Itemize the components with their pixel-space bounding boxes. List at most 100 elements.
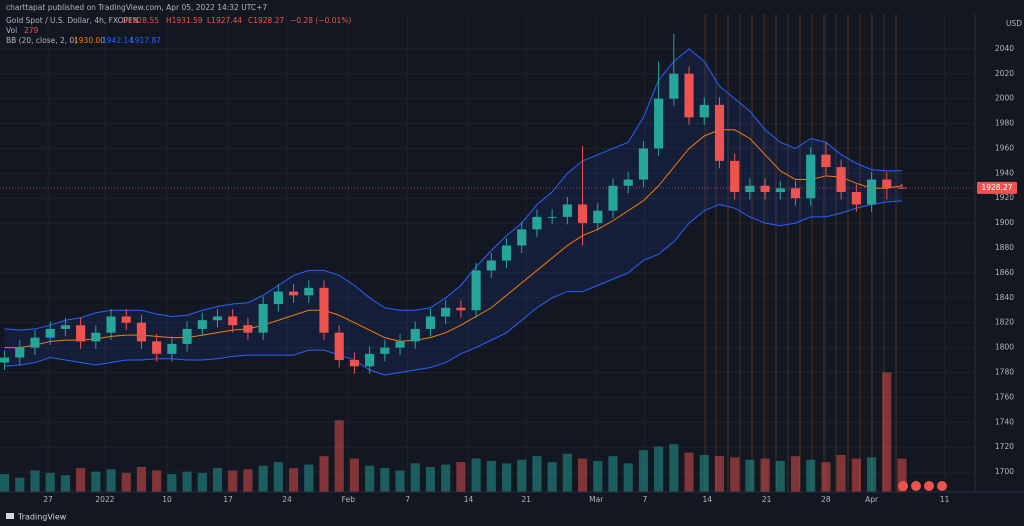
volume-bar (882, 372, 892, 492)
candle-body (152, 341, 162, 354)
volume-bar (182, 471, 192, 492)
volume-bar (897, 458, 907, 492)
volume-bar (136, 466, 147, 492)
candle-body (395, 341, 405, 348)
volume-bar (106, 469, 116, 492)
last-price-label: 1928.27 (981, 183, 1012, 192)
candle-body (136, 322, 147, 342)
candle-body (593, 210, 603, 224)
change-label: −0.28 (−0.01%) (290, 16, 351, 25)
volume-bar (699, 454, 709, 492)
volume-bar (334, 420, 344, 492)
candle-body (273, 291, 283, 305)
candle-body (638, 148, 648, 180)
candle-body (623, 179, 633, 186)
volume-bar (258, 465, 268, 492)
candle-body (547, 216, 557, 218)
candle-body (243, 325, 253, 333)
candle-body (501, 245, 512, 261)
candle-body (91, 332, 101, 342)
candle-body (106, 316, 116, 333)
volume-bar (547, 462, 557, 492)
candle-body (410, 328, 420, 342)
volume-bar (91, 471, 101, 492)
volume-bar (349, 458, 359, 492)
volume-bar (593, 460, 603, 492)
bb-lower-value: 1917.87 (130, 36, 161, 45)
volume-bar (228, 470, 238, 492)
x-tick-label: Mar (589, 495, 604, 504)
y-tick-label: 1900 (995, 218, 1014, 227)
candle-body (228, 316, 238, 326)
x-tick-label: 21 (762, 495, 772, 504)
volume-last: 279 (24, 26, 39, 35)
x-tick-label: 7 (405, 495, 410, 504)
volume-legend: Vol (6, 26, 17, 35)
x-tick-label: 14 (464, 495, 474, 504)
x-tick-label: 28 (821, 495, 831, 504)
volume-bar (319, 456, 329, 492)
x-tick-label: Feb (342, 495, 356, 504)
candle-body (471, 270, 481, 311)
y-tick-label: 1840 (995, 293, 1014, 302)
y-tick-label: 1880 (995, 243, 1014, 252)
volume-bar (273, 462, 283, 492)
bb-basis-value: 1930.00 (74, 36, 105, 45)
candle-body (0, 357, 10, 363)
brand: TradingView (17, 513, 67, 522)
y-tick-label: 1720 (995, 442, 1014, 451)
candle-body (775, 188, 785, 193)
volume-bar (365, 465, 375, 492)
volume-bar (197, 472, 207, 492)
x-tick-label: 27 (43, 495, 53, 504)
candle-body (790, 188, 801, 199)
y-tick-label: 2040 (995, 44, 1014, 53)
volume-bar (486, 460, 496, 492)
volume-bar (30, 470, 40, 492)
x-tick-label: 11 (940, 495, 950, 504)
volume-bar (456, 462, 466, 492)
y-tick-label: 1860 (995, 268, 1014, 277)
volume-bar (410, 463, 420, 492)
candle-body (76, 325, 86, 342)
volume-bar (608, 456, 618, 492)
volume-bar (212, 468, 223, 492)
candle-body (319, 287, 329, 333)
candle-body (669, 73, 679, 99)
candle-body (365, 353, 375, 367)
volume-bar (562, 453, 572, 492)
volume-bar (775, 460, 785, 492)
candle-body (380, 347, 390, 354)
volume-bar (867, 457, 877, 492)
y-tick-label: 1700 (995, 467, 1014, 476)
y-tick-label: 1780 (995, 368, 1014, 377)
volume-bar (684, 452, 694, 492)
y-tick-label: 1940 (995, 168, 1014, 177)
x-tick-label: 24 (282, 495, 292, 504)
y-tick-label: 1960 (995, 143, 1014, 152)
volume-bar (517, 459, 527, 492)
candle-body (760, 185, 770, 193)
candle-body (197, 320, 207, 329)
y-tick-label: 2020 (995, 69, 1014, 78)
candle-body (258, 304, 268, 333)
volume-bar (623, 463, 633, 492)
volume-bar (121, 472, 131, 492)
volume-bar (745, 459, 755, 492)
volume-bar (578, 458, 588, 492)
publisher-note: charttapat published on TradingView.com,… (6, 3, 267, 12)
candle-body (486, 260, 496, 271)
currency-label: USD (1006, 19, 1022, 28)
candle-body (45, 328, 55, 338)
volume-bar (714, 456, 725, 492)
y-tick-label: 1760 (995, 392, 1014, 401)
bb-band-line (4, 200, 903, 376)
candle-body (882, 179, 892, 188)
symbol-title: Gold Spot / U.S. Dollar, 4h, FXOPEN (6, 16, 138, 25)
x-tick-label: 2022 (95, 495, 114, 504)
candle-body (562, 204, 572, 217)
bb-upper-value: 1942.14 (102, 36, 133, 45)
volume-bar (289, 468, 299, 492)
candle-body (714, 104, 725, 161)
volume-bar (532, 456, 542, 492)
